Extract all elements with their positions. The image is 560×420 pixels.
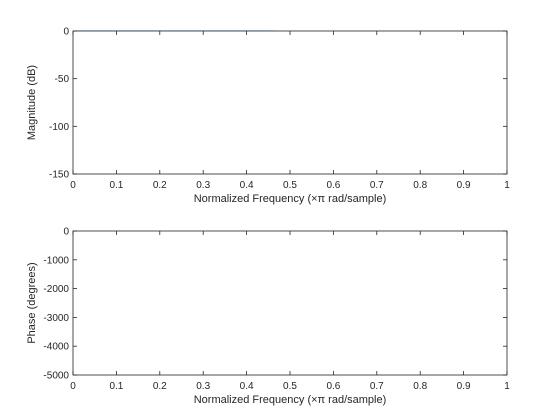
magnitude-y-tick-label-3: -150 [49,170,69,181]
phase-x-tick-label-1: 0.1 [109,381,123,392]
phase-y-tick-label-5: -5000 [43,371,69,382]
magnitude-y-tick-label-0: 0 [63,27,69,38]
phase-x-tick-label-9: 0.9 [457,381,471,392]
magnitude-x-tick-label-8: 0.8 [413,180,427,191]
phase-x-tick-label-10: 1 [504,381,510,392]
magnitude-x-tick-label-2: 0.2 [153,180,167,191]
magnitude-x-tick-label-7: 0.7 [370,180,384,191]
phase-y-tick-label-2: -2000 [43,284,69,295]
magnitude-x-tick-label-5: 0.5 [283,180,297,191]
phase-x-tick-label-0: 0 [70,381,76,392]
phase-x-tick-label-2: 0.2 [153,381,167,392]
magnitude-x-tick-label-10: 1 [504,180,510,191]
phase-axes: 0 0.1 0.2 0.3 0.4 0.5 0.6 0.7 0.8 0.9 1 0 -1000 -2000… [26,227,510,407]
phase-y-tick-label-3: -3000 [43,313,69,324]
magnitude-axes-frame [72,30,508,175]
phase-y-axis-label: Phase (degrees) [26,262,38,343]
phase-y-tick-label-4: -4000 [43,342,69,353]
magnitude-x-tick-label-6: 0.6 [326,180,340,191]
phase-y-tick-label-1: -1000 [43,255,69,266]
phase-x-tick-label-5: 0.5 [283,381,297,392]
magnitude-y-tick-label-2: -100 [49,122,69,133]
phase-y-tick-label-0: 0 [63,227,69,238]
magnitude-x-axis-label: Normalized Frequency (×π rad/sample) [194,193,387,205]
magnitude-x-tick-label-1: 0.1 [109,180,123,191]
magnitude-y-tick-label-1: -50 [55,74,70,85]
magnitude-y-axis-label: Magnitude (dB) [26,65,38,140]
phase-axes-frame [72,230,508,376]
magnitude-x-tick-label-3: 0.3 [196,180,210,191]
phase-x-tick-label-8: 0.8 [413,381,427,392]
phase-x-tick-label-6: 0.6 [326,381,340,392]
phase-x-tick-label-7: 0.7 [370,381,384,392]
phase-x-axis-label: Normalized Frequency (×π rad/sample) [194,394,387,406]
magnitude-x-tick-label-9: 0.9 [457,180,471,191]
magnitude-x-tick-label-0: 0 [70,180,76,191]
magnitude-axes: 0 0.1 0.2 0.3 0.4 0.5 0.6 0.7 0.8 0.9 1 0 -50 -100 -15… [26,27,510,206]
magnitude-x-tick-label-4: 0.4 [240,180,254,191]
phase-x-tick-label-4: 0.4 [240,381,254,392]
phase-x-tick-label-3: 0.3 [196,381,210,392]
